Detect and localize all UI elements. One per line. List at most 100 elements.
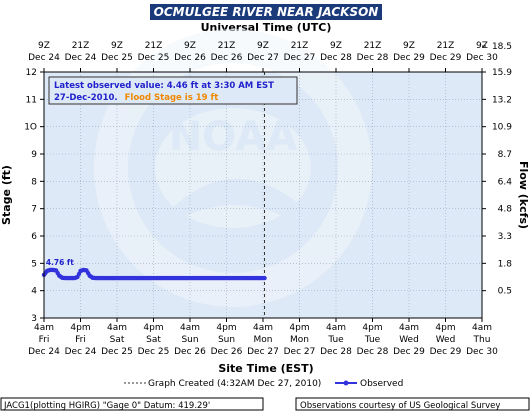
svg-text:27-Dec-2010. Flood Stage: 27-Dec-2010. Flood Stage is 19 ft	[54, 93, 218, 103]
latest-value-date: 27-Dec-2010.	[54, 93, 118, 103]
peak-annotation: 4.76 ft	[46, 258, 74, 267]
observed-series	[41, 267, 267, 281]
bottom-tick-time: 4pm	[289, 323, 309, 333]
bottom-tick-date: Dec 28	[357, 347, 389, 357]
chart-title: OCMULGEE RIVER NEAR JACKSON	[154, 5, 379, 19]
bottom-tick-date: Dec 24	[28, 347, 60, 357]
top-tick-time: 21Z	[437, 41, 455, 51]
top-tick-time: 21Z	[364, 41, 382, 51]
plot-border	[43, 71, 483, 319]
bottom-tick-day: Tue	[327, 335, 344, 345]
right-tick-label: 18.5	[492, 42, 512, 52]
observed-point	[262, 275, 267, 281]
top-tick-time: 21Z	[291, 41, 309, 51]
top-tick-date: Dec 26	[174, 53, 206, 63]
bottom-tick-time: 4pm	[216, 323, 236, 333]
left-tick-label: 7	[31, 205, 37, 215]
top-tick-date: Dec 24	[65, 53, 97, 63]
left-tick-label: 5	[31, 259, 37, 269]
top-tick-date: Dec 27	[284, 53, 316, 63]
top-tick-date: Dec 25	[138, 53, 170, 63]
bottom-tick-date: Dec 28	[320, 347, 352, 357]
bottom-tick-date: Dec 24	[65, 347, 97, 357]
bottom-tick-date: Dec 27	[284, 347, 316, 357]
right-tick-label: 15.9	[492, 68, 512, 78]
bottom-tick-day: Wed	[436, 335, 456, 345]
bottom-tick-date: Dec 25	[138, 347, 170, 357]
bottom-tick-day: Wed	[399, 335, 419, 345]
right-tick-label: 8.7	[498, 150, 512, 160]
top-tick-time: 21Z	[72, 41, 90, 51]
bottom-tick-date: Dec 26	[174, 347, 206, 357]
legend-observed-label: Observed	[360, 379, 403, 389]
bottom-tick-time: 4pm	[70, 323, 90, 333]
y2-axis-title: Flow (kcfs)	[517, 161, 530, 229]
watermark-text: NOAA	[169, 114, 297, 160]
bottom-tick-day: Mon	[254, 335, 273, 345]
bottom-tick-time: 4am	[326, 323, 346, 333]
right-tick-label: 3.3	[498, 232, 512, 242]
legend-graph-created-label: Graph Created (4:32AM Dec 27, 2010)	[148, 379, 321, 389]
bottom-tick-day: Tue	[364, 335, 381, 345]
left-tick-label: 3	[31, 314, 37, 324]
right-tick-label: 4.8	[498, 205, 513, 215]
bottom-tick-time: 4am	[107, 323, 127, 333]
top-axis: 9Z Dec 24 21Z Dec 24 9Z Dec 25 21Z Dec 25 9Z Dec …	[28, 41, 498, 72]
bottom-tick-day: Mon	[290, 335, 309, 345]
top-tick-time: 9Z	[184, 41, 196, 51]
bottom-tick-day: Fri	[75, 335, 86, 345]
top-tick-date: Dec 28	[320, 53, 352, 63]
bottom-tick-date: Dec 26	[211, 347, 243, 357]
footer-right-text: Observations courtesy of US Geological S…	[300, 401, 500, 411]
bottom-tick-date: Dec 29	[430, 347, 462, 357]
top-tick-date: Dec 29	[430, 53, 462, 63]
left-axis: 3 4 5 6 7 8 9 1O 11 12	[24, 68, 44, 324]
bottom-tick-date: Dec 29	[393, 347, 425, 357]
footer-right-box	[295, 397, 530, 411]
bottom-tick-date: Dec 30	[466, 347, 498, 357]
top-tick-date: Dec 24	[28, 53, 60, 63]
noaa-watermark: NOAA	[94, 29, 372, 307]
right-tick-label: 1.8	[498, 259, 513, 269]
right-tick-label: 13.2	[492, 95, 512, 105]
left-tick-label: 4	[31, 287, 37, 297]
top-tick-date: Dec 29	[393, 53, 425, 63]
latest-value-text: Latest observed value: 4.46 ft at 3:30 A…	[54, 81, 274, 91]
bottom-axis-title: Site Time (EST)	[218, 362, 313, 375]
top-tick-time: 9Z	[330, 41, 342, 51]
right-tick-label: 6.4	[498, 177, 513, 187]
top-tick-date: Dec 30	[466, 53, 498, 63]
bottom-axis: 4am Fri Dec 24 4pm Fri Dec 24 4am Sat Dec 25 4pm S…	[28, 318, 498, 357]
bottom-tick-day: Sat	[146, 335, 161, 345]
bottom-tick-time: 4pm	[435, 323, 455, 333]
top-tick-time: 9Z	[111, 41, 123, 51]
left-tick-label: 9	[31, 150, 37, 160]
bottom-tick-time: 4am	[180, 323, 200, 333]
top-tick-time: 21Z	[218, 41, 236, 51]
bottom-tick-date: Dec 27	[247, 347, 279, 357]
bottom-tick-date: Dec 25	[101, 347, 133, 357]
bottom-tick-day: Thu	[473, 335, 491, 345]
footer-left-text: JACG1(plotting HGIRG) "Gage 0" Datum: 41…	[3, 401, 210, 411]
top-tick-time: 9Z	[403, 41, 415, 51]
left-tick-label: 1O	[24, 123, 37, 133]
title-bar	[150, 4, 382, 20]
right-tick-label: 0.5	[498, 287, 512, 297]
footer-left-box	[0, 397, 264, 411]
latest-value-box: Latest observed value: 4.46 ft at 3:30 A…	[48, 76, 298, 105]
top-tick-time: 21Z	[145, 41, 163, 51]
left-tick-label: 12	[26, 68, 37, 78]
top-tick-date: Dec 26	[211, 53, 243, 63]
bottom-tick-time: 4pm	[143, 323, 163, 333]
bottom-tick-time: 4pm	[362, 323, 382, 333]
top-tick-time: 9Z	[257, 41, 269, 51]
legend-observed-marker	[343, 380, 349, 386]
left-tick-label: 8	[31, 177, 37, 187]
right-tick-label: 10.9	[492, 123, 512, 133]
bottom-tick-day: Sun	[181, 335, 198, 345]
top-tick-date: Dec 25	[101, 53, 133, 63]
top-tick-time: 9Z	[38, 41, 50, 51]
right-axis: 0.5 1.8 3.3 4.8 6.4 8.7 10.9 13.2 15.9 18.5	[482, 42, 512, 297]
top-tick-date: Dec 28	[357, 53, 389, 63]
y-axis-title: Stage (ft)	[0, 165, 13, 225]
